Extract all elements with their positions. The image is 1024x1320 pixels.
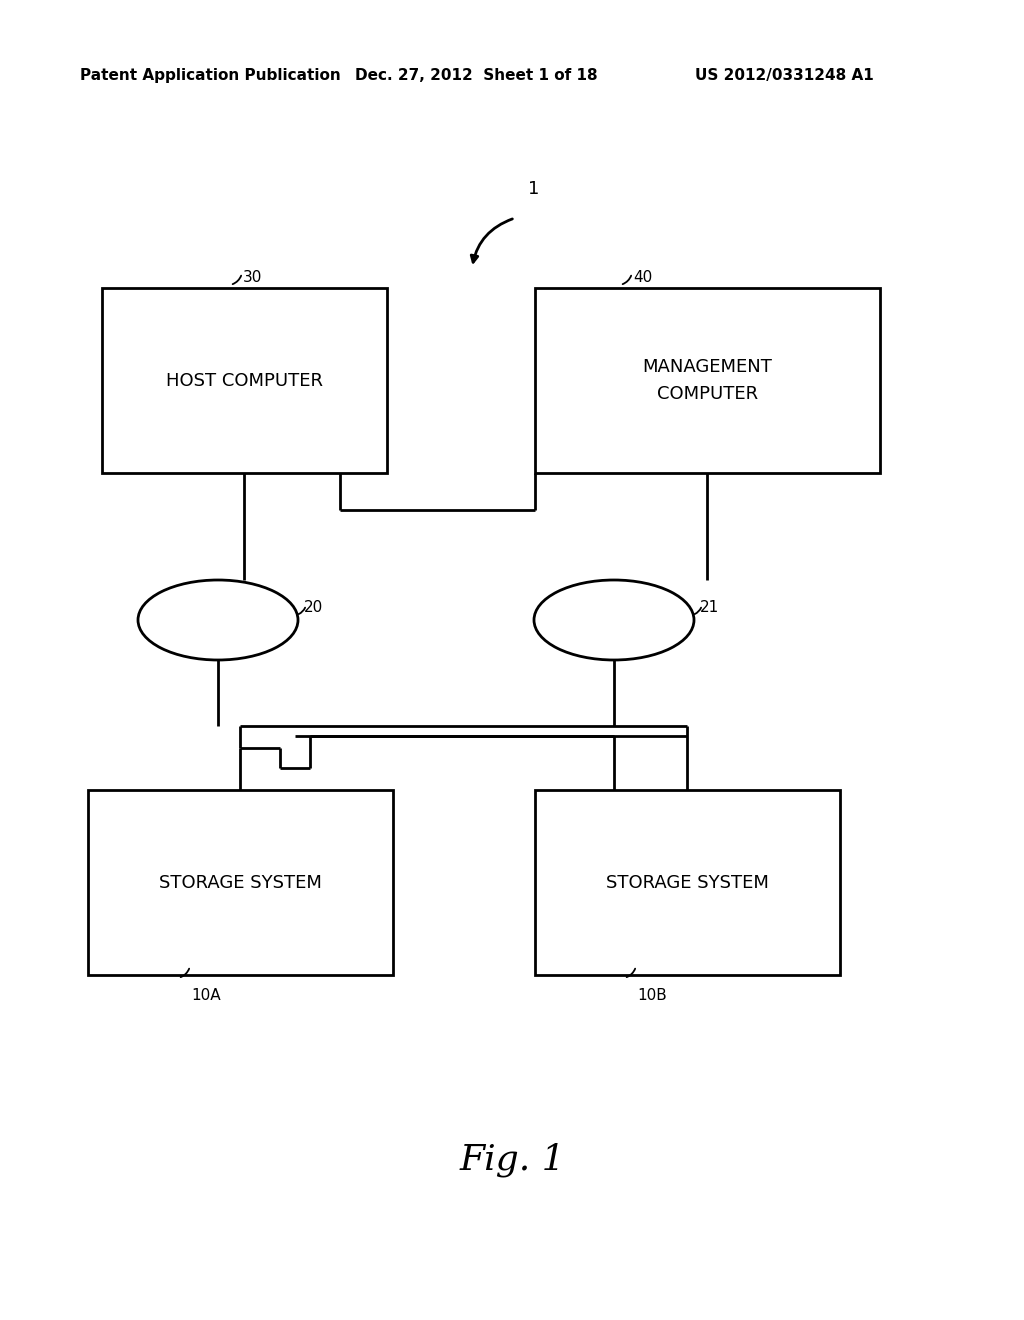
- Text: MANAGEMENT
COMPUTER: MANAGEMENT COMPUTER: [643, 358, 772, 403]
- Text: 1: 1: [528, 180, 540, 198]
- Text: 10B: 10B: [637, 987, 667, 1003]
- Text: 40: 40: [633, 271, 652, 285]
- Bar: [535, 288, 880, 473]
- Text: 21: 21: [700, 601, 719, 615]
- Text: 30: 30: [243, 271, 262, 285]
- Bar: [102, 288, 387, 473]
- Ellipse shape: [534, 579, 694, 660]
- Text: HOST COMPUTER: HOST COMPUTER: [166, 371, 323, 389]
- Text: STORAGE SYSTEM: STORAGE SYSTEM: [159, 874, 322, 891]
- Ellipse shape: [138, 579, 298, 660]
- Text: STORAGE SYSTEM: STORAGE SYSTEM: [606, 874, 769, 891]
- Bar: [88, 789, 393, 975]
- Text: Fig. 1: Fig. 1: [459, 1143, 565, 1177]
- Text: 10A: 10A: [191, 987, 220, 1003]
- Text: Dec. 27, 2012  Sheet 1 of 18: Dec. 27, 2012 Sheet 1 of 18: [355, 69, 598, 83]
- Text: US 2012/0331248 A1: US 2012/0331248 A1: [695, 69, 873, 83]
- Text: Patent Application Publication: Patent Application Publication: [80, 69, 341, 83]
- Text: 20: 20: [304, 601, 324, 615]
- Bar: [535, 789, 840, 975]
